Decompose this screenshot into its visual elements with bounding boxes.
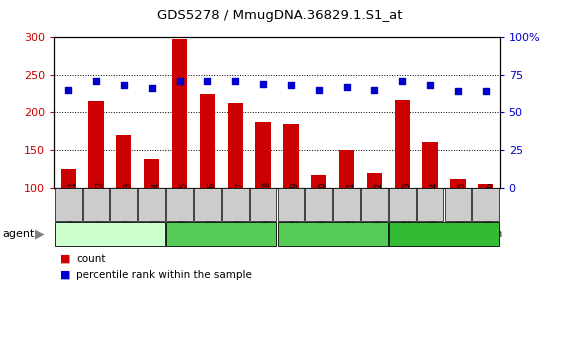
Text: estradiol: estradiol (200, 229, 243, 239)
Point (259, 81, 268, 87)
Text: GSM362935: GSM362935 (458, 181, 467, 228)
Text: tamoxifen: tamoxifen (308, 229, 357, 239)
Bar (172, 39, 187, 188)
Bar (227, 103, 243, 188)
Text: GSM362932: GSM362932 (375, 181, 383, 228)
Text: ■: ■ (60, 254, 70, 264)
Point (175, 78, 184, 84)
Text: GSM362922: GSM362922 (96, 181, 105, 228)
Point (203, 78, 212, 84)
Text: GDS5278 / MmugDNA.36829.1.S1_at: GDS5278 / MmugDNA.36829.1.S1_at (157, 9, 403, 22)
Bar (283, 124, 299, 188)
Point (370, 87, 379, 93)
Text: GSM362926: GSM362926 (207, 181, 216, 228)
Text: GSM362927: GSM362927 (235, 181, 244, 228)
Bar (116, 135, 131, 188)
Text: ▶: ▶ (35, 228, 45, 240)
Point (231, 78, 240, 84)
Text: estradiol and tamoxifen: estradiol and tamoxifen (386, 229, 502, 239)
Point (314, 87, 323, 93)
Bar (144, 159, 159, 188)
Point (425, 82, 435, 88)
Text: GSM362933: GSM362933 (402, 181, 411, 228)
Bar (478, 184, 493, 188)
Text: count: count (76, 254, 106, 264)
Text: control: control (93, 229, 127, 239)
Text: GSM362934: GSM362934 (430, 181, 439, 228)
Text: GSM362936: GSM362936 (486, 181, 494, 228)
Point (397, 78, 407, 84)
Point (453, 88, 463, 94)
Bar (423, 143, 438, 188)
Bar (367, 173, 382, 188)
Text: GSM362923: GSM362923 (124, 181, 133, 228)
Text: GSM362929: GSM362929 (291, 181, 300, 228)
Point (481, 88, 490, 94)
Point (147, 85, 156, 91)
Bar (61, 169, 76, 188)
Bar (450, 179, 465, 188)
Text: agent: agent (3, 229, 35, 239)
Text: GSM362925: GSM362925 (179, 181, 188, 228)
Point (286, 82, 295, 88)
Text: GSM362928: GSM362928 (263, 181, 272, 228)
Point (91, 78, 100, 84)
Text: GSM362924: GSM362924 (152, 181, 160, 228)
Point (119, 82, 128, 88)
Text: GSM362931: GSM362931 (347, 181, 356, 228)
Text: percentile rank within the sample: percentile rank within the sample (76, 270, 252, 280)
Text: GSM362930: GSM362930 (319, 181, 328, 228)
Point (342, 84, 351, 90)
Text: GSM362921: GSM362921 (68, 181, 77, 228)
Bar (255, 122, 271, 188)
Bar (395, 101, 410, 188)
Bar (311, 175, 327, 188)
Bar (200, 93, 215, 188)
Bar (89, 101, 104, 188)
Point (63, 87, 73, 93)
Text: ■: ■ (60, 270, 70, 280)
Bar (339, 150, 354, 188)
